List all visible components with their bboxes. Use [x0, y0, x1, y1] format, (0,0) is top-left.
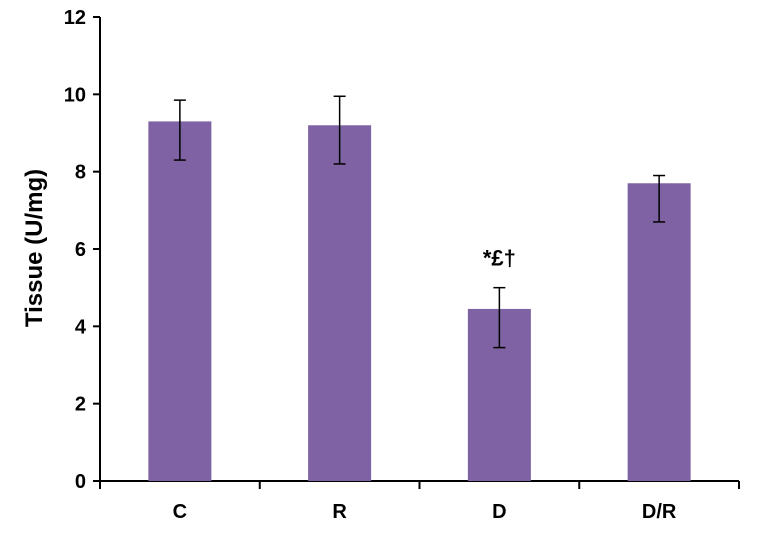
bar-c: [148, 121, 212, 482]
y-tick-label: 8: [75, 162, 86, 184]
y-tick-label: 4: [75, 316, 87, 338]
y-tick-label: 0: [75, 471, 86, 493]
bar-d-r: [627, 183, 691, 481]
x-tick-label: R: [332, 501, 347, 523]
y-tick-label: 12: [64, 7, 86, 29]
error-bar: [173, 99, 186, 161]
bar-r: [308, 125, 372, 482]
x-tick-label: C: [173, 501, 187, 523]
error-bar: [333, 95, 346, 165]
y-tick-label: 2: [75, 394, 86, 416]
y-tick-label: 10: [64, 84, 86, 106]
x-tick-label: D: [492, 501, 506, 523]
y-axis-label: Tissue (U/mg): [21, 169, 48, 327]
error-bar: [493, 286, 506, 349]
y-tick-label: 6: [75, 239, 86, 261]
x-tick-label: D/R: [642, 501, 677, 523]
error-bar: [653, 174, 666, 223]
significance-annotation: *£†: [483, 246, 516, 271]
